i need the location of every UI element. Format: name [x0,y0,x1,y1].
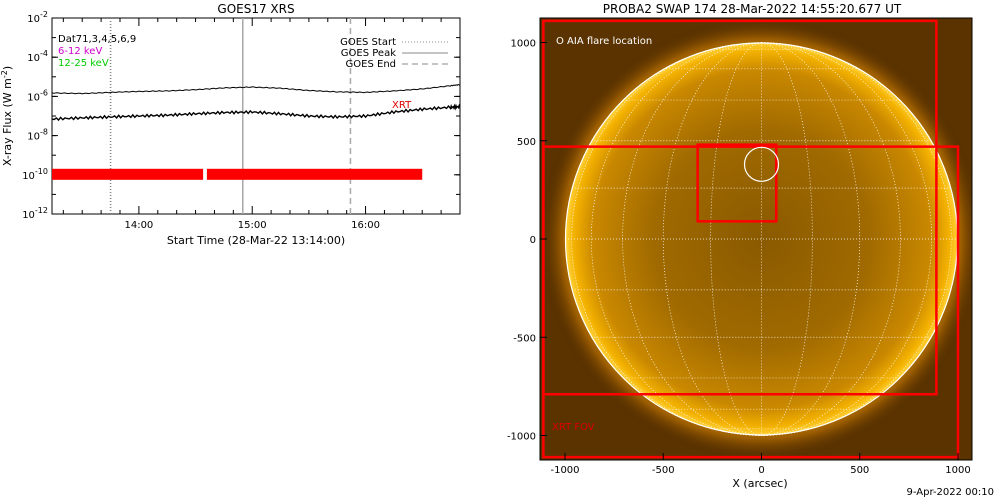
swap-xtick-label: 500 [850,465,869,476]
goes-xtick-label: 16:00 [351,220,380,231]
goes-ytick-label: 10-8 [27,128,48,143]
swap-title: PROBA2 SWAP 174 28-Mar-2022 14:55:20.677… [603,2,902,16]
grid-longitude [591,42,762,436]
goes-x-axis: 14:00 15:00 16:00 [62,18,461,231]
goes-ylabel: X-ray Flux (W m-2) [0,66,14,166]
xrt-coverage-bars [52,168,423,180]
grid-longitude [571,42,762,436]
grid-longitude [761,42,932,436]
aia-label: O AIA flare location [556,36,652,47]
grid-longitude [761,42,901,436]
legend-label: GOES Start [340,37,396,48]
swap-ytick-label: -1000 [507,432,536,443]
swap-xlabel: X (arcsec) [732,477,787,490]
swap-ytick-label: -500 [513,333,536,344]
xrt-fov-box [542,19,938,396]
xrt-coverage-bar [52,168,204,180]
goes-series-line [52,103,460,122]
satellite-label: Dat71,3,4,5,6,9 [58,34,136,45]
swap-xtick-label: -1000 [550,465,579,476]
grid-longitude [622,42,762,436]
goes-panel: GOES17 XRS 10-12 10-10 10-8 10-6 10-4 10-2 14… [0,2,461,247]
goes-flux-series [52,84,460,122]
goes-xlabel: Start Time (28-Mar-22 13:14:00) [167,234,345,247]
legend-label: GOES End [346,59,396,70]
goes-xtick-label: 14:00 [124,220,153,231]
goes-ytick-label: 10-2 [27,10,48,25]
swap-ytick-label: 500 [517,137,536,148]
swap-xtick-label: -500 [652,465,675,476]
swap-ytick-label: 0 [530,235,536,246]
grid-longitude [662,42,762,436]
grid-longitude [761,42,861,436]
swap-x-axis: -1000 -500 0 500 1000 [550,453,971,476]
goes-series-line [52,84,460,95]
satellite-label: 6-12 keV [58,46,102,57]
xrt-fov-boxes [542,19,960,459]
xrt-coverage-bar [206,168,423,180]
goes-title: GOES17 XRS [217,2,294,16]
grid-longitude [761,42,952,436]
swap-ytick-label: 1000 [511,39,536,50]
goes-ytick-label: 10-10 [22,167,48,182]
fov-label: XRT FOV [552,422,595,433]
heliographic-grid [565,42,958,436]
swap-panel: PROBA2 SWAP 174 28-Mar-2022 14:55:20.677… [507,2,973,490]
timestamp: 9-Apr-2022 00:10 [906,487,994,498]
legend-label: GOES Peak [341,48,396,59]
goes-ytick-label: 10-6 [27,88,48,103]
goes-event-markers [109,18,352,214]
goes-xtick-label: 15:00 [238,220,267,231]
aia-flare-marker [743,146,780,182]
goes-ytick-label: 10-4 [27,49,48,64]
xrt-fov-box [696,143,778,223]
swap-xtick-label: 1000 [945,465,970,476]
goes-ytick-label: 10-12 [22,206,48,221]
satellite-label: 12-25 keV [58,58,109,69]
swap-y-axis: -1000 -500 0 500 1000 [507,39,547,443]
xrt-label: XRT [392,100,412,111]
swap-xtick-label: 0 [758,465,764,476]
